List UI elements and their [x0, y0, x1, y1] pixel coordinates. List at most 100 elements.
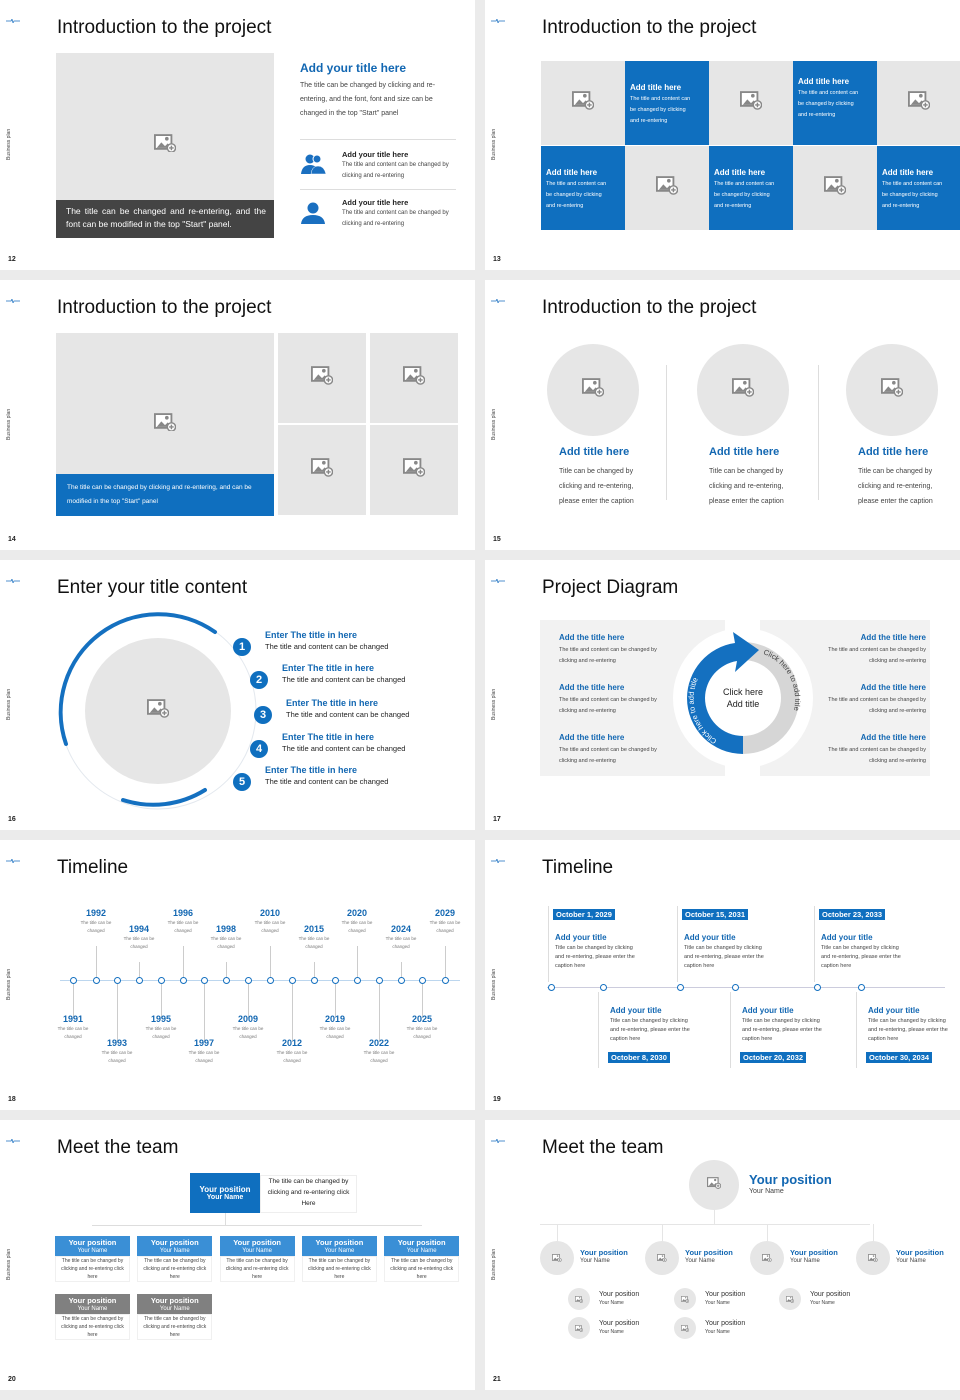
tile-title: Add title here	[798, 77, 850, 86]
image-placeholder[interactable]	[689, 1160, 739, 1210]
diagram-item-text: The title and content can be changed by …	[828, 747, 926, 764]
timeline-dot[interactable]	[135, 976, 143, 984]
image-placeholder[interactable]	[709, 61, 793, 145]
timeline-dot[interactable]	[547, 983, 555, 991]
image-placeholder[interactable]	[568, 1288, 590, 1310]
item-text: The title and content can be changed by …	[342, 162, 449, 179]
timeline-dot[interactable]	[599, 983, 607, 991]
timeline-dot[interactable]	[69, 976, 77, 984]
image-placeholder[interactable]	[846, 344, 938, 436]
center-title[interactable]: Click here	[722, 687, 763, 697]
year-label: 1997	[193, 1038, 215, 1048]
image-placeholder[interactable]	[370, 425, 458, 515]
year-label: 2010	[259, 908, 281, 918]
diagram-item-title: Add the title here	[559, 683, 625, 692]
center-subtitle[interactable]: Add title	[726, 699, 760, 709]
feature-tile[interactable]: Add title here The title and content can …	[709, 146, 793, 230]
slide-19[interactable]: Business plan 19 Timeline October 1, 2029 Ad…	[485, 840, 960, 1110]
slide-15[interactable]: Business plan 15 Introduction to the proje…	[485, 280, 960, 550]
slide-21[interactable]: Business plan 21 Meet the team Your positio…	[485, 1120, 960, 1390]
image-placeholder[interactable]	[779, 1288, 801, 1310]
member-name: Your Name	[159, 1247, 190, 1254]
image-placeholder[interactable]	[645, 1241, 679, 1275]
timeline-dot[interactable]	[441, 976, 449, 984]
slide-17[interactable]: Business plan 17 Project Diagram Click her…	[485, 560, 960, 830]
timeline-dot[interactable]	[676, 983, 684, 991]
feature-tile[interactable]: Add title here The title and content can …	[625, 61, 709, 145]
member-box[interactable]: Your position Your Name	[137, 1294, 213, 1314]
feature-tile[interactable]: Add title here The title and content can …	[793, 61, 877, 145]
year-label: 1995	[150, 1014, 172, 1024]
image-placeholder[interactable]	[697, 344, 789, 436]
cycle-diagram[interactable]: Click here to add title Click here to ad…	[673, 628, 813, 773]
slide-14[interactable]: Business plan 14 Introduction to the proje…	[0, 280, 475, 550]
image-placeholder[interactable]	[540, 1241, 574, 1275]
timeline-dot[interactable]	[353, 976, 361, 984]
image-placeholder[interactable]	[370, 333, 458, 423]
member-name: Your Name	[242, 1247, 272, 1254]
timeline-dot[interactable]	[179, 976, 187, 984]
timeline-dot[interactable]	[857, 983, 865, 991]
image-placeholder[interactable]	[568, 1317, 590, 1339]
timeline-dot[interactable]	[310, 976, 318, 984]
timeline-dot[interactable]	[266, 976, 274, 984]
image-placeholder[interactable]	[674, 1288, 696, 1310]
slide-title[interactable]: Timeline	[542, 857, 614, 878]
slide-title[interactable]: Enter your title content	[57, 577, 248, 598]
slide-title[interactable]: Timeline	[57, 857, 129, 878]
image-placeholder[interactable]	[750, 1241, 784, 1275]
timeline-dot[interactable]	[331, 976, 339, 984]
image-placeholder[interactable]	[547, 344, 639, 436]
timeline-dot[interactable]	[244, 976, 252, 984]
image-placeholder[interactable]	[856, 1241, 890, 1275]
timeline-dot[interactable]	[288, 976, 296, 984]
image-placeholder[interactable]	[85, 638, 231, 784]
member-box[interactable]: Your position Your Name	[137, 1236, 213, 1256]
image-placeholder[interactable]	[541, 61, 625, 145]
member-box[interactable]: Your position Your Name	[55, 1294, 130, 1314]
connector	[314, 962, 315, 980]
image-placeholder[interactable]	[877, 61, 960, 145]
slide-title[interactable]: Meet the team	[57, 1137, 179, 1158]
member-box[interactable]: Your position Your Name	[55, 1236, 130, 1256]
logo-icon	[6, 10, 20, 25]
logo-icon	[491, 1130, 505, 1145]
slide-20[interactable]: Business plan 20 Meet the team Your positio…	[0, 1120, 475, 1390]
tile-title: Add title here	[714, 168, 766, 177]
image-add-icon	[732, 378, 755, 402]
slide-title[interactable]: Introduction to the project	[57, 17, 272, 38]
timeline-dot[interactable]	[92, 976, 100, 984]
slide-title[interactable]: Introduction to the project	[57, 297, 272, 318]
member-box[interactable]: Your position Your Name	[219, 1236, 295, 1256]
timeline-dot[interactable]	[200, 976, 208, 984]
slide-12[interactable]: Business plan 12 Introduction to the proje…	[0, 0, 475, 270]
slide-16[interactable]: Business plan 16 Enter your title content 1…	[0, 560, 475, 830]
date-badge: October 30, 2034	[866, 1052, 933, 1063]
timeline-dot[interactable]	[418, 976, 426, 984]
timeline-dot[interactable]	[222, 976, 230, 984]
slide-title[interactable]: Introduction to the project	[542, 17, 757, 38]
timeline-dot[interactable]	[113, 976, 121, 984]
image-placeholder[interactable]	[278, 425, 366, 515]
image-placeholder[interactable]	[674, 1317, 696, 1339]
timeline-dot[interactable]	[375, 976, 383, 984]
image-caption: The title can be changed by clicking and…	[67, 484, 252, 505]
image-placeholder[interactable]	[278, 333, 366, 423]
member-box[interactable]: Your position Your Name	[301, 1236, 377, 1256]
timeline-dot[interactable]	[813, 983, 821, 991]
image-placeholder[interactable]	[625, 146, 709, 230]
slide-18[interactable]: Business plan 18 Timeline 1991 The title can…	[0, 840, 475, 1110]
timeline-dot[interactable]	[397, 976, 405, 984]
member-position: Your position	[599, 1291, 640, 1298]
head-position-box[interactable]: Your position Your Name	[190, 1173, 260, 1213]
member-box[interactable]: Your position Your Name	[384, 1236, 460, 1256]
slide-title[interactable]: Project Diagram	[542, 577, 679, 598]
slide-title[interactable]: Meet the team	[542, 1137, 664, 1158]
image-placeholder[interactable]	[793, 146, 877, 230]
slide-13[interactable]: Business plan 13 Introduction to the proje…	[485, 0, 960, 270]
feature-tile[interactable]: Add title here The title and content can …	[877, 146, 960, 230]
feature-tile[interactable]: Add title here The title and content can …	[541, 146, 625, 230]
timeline-dot[interactable]	[731, 983, 739, 991]
slide-title[interactable]: Introduction to the project	[542, 297, 757, 318]
timeline-dot[interactable]	[157, 976, 165, 984]
